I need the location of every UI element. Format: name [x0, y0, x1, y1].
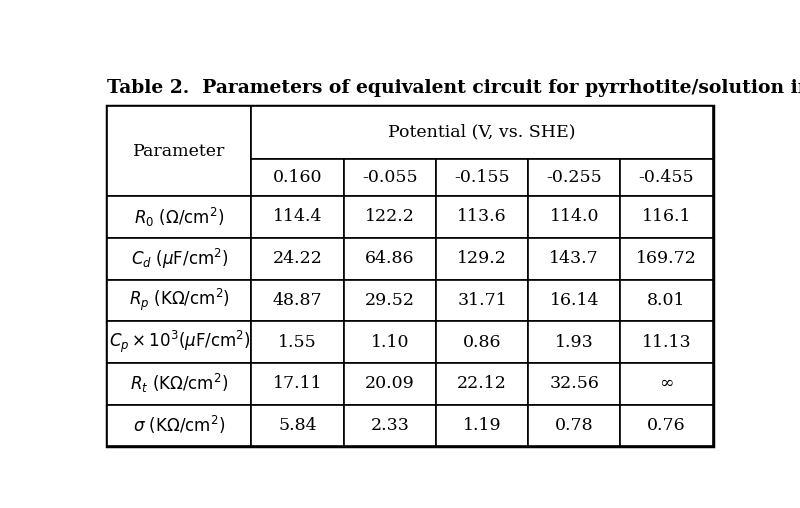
Bar: [344, 363, 436, 404]
Bar: [528, 158, 620, 196]
Bar: [344, 196, 436, 238]
Text: 0.78: 0.78: [555, 417, 594, 434]
Text: ∞: ∞: [659, 375, 674, 392]
Text: 0.160: 0.160: [273, 169, 322, 186]
Bar: [251, 196, 344, 238]
Bar: [107, 106, 713, 446]
Text: -0.455: -0.455: [638, 169, 694, 186]
Bar: [251, 238, 344, 279]
Text: 1.93: 1.93: [555, 334, 594, 351]
Text: 31.71: 31.71: [457, 292, 507, 309]
Text: $C_p \times 10^3(\mu\mathrm{F}/\mathrm{cm}^2)$: $C_p \times 10^3(\mu\mathrm{F}/\mathrm{c…: [109, 329, 250, 355]
Text: 11.13: 11.13: [642, 334, 691, 351]
Bar: [344, 238, 436, 279]
Bar: [251, 321, 344, 363]
Bar: [620, 404, 713, 446]
Text: 129.2: 129.2: [457, 250, 507, 267]
Text: -0.155: -0.155: [454, 169, 510, 186]
Text: 20.09: 20.09: [365, 375, 414, 392]
Bar: [436, 279, 528, 321]
Text: $C_d\ (\mu\mathrm{F}/\mathrm{cm}^2)$: $C_d\ (\mu\mathrm{F}/\mathrm{cm}^2)$: [130, 246, 228, 271]
Text: 24.22: 24.22: [273, 250, 322, 267]
Bar: [251, 279, 344, 321]
Text: 48.87: 48.87: [273, 292, 322, 309]
Text: 116.1: 116.1: [642, 208, 691, 226]
Bar: [436, 363, 528, 404]
Bar: [251, 106, 713, 158]
Bar: [110, 108, 710, 444]
Bar: [436, 321, 528, 363]
Text: 64.86: 64.86: [365, 250, 414, 267]
Bar: [620, 158, 713, 196]
Bar: [528, 279, 620, 321]
Bar: [344, 279, 436, 321]
Text: 114.0: 114.0: [550, 208, 599, 226]
Bar: [620, 279, 713, 321]
Text: 113.6: 113.6: [457, 208, 507, 226]
Bar: [620, 363, 713, 404]
Bar: [107, 196, 251, 238]
Text: $R_0\ (\Omega/\mathrm{cm}^2)$: $R_0\ (\Omega/\mathrm{cm}^2)$: [134, 205, 225, 229]
Bar: [436, 196, 528, 238]
Text: $\sigma\ (\mathrm{K}\Omega/\mathrm{cm}^2)$: $\sigma\ (\mathrm{K}\Omega/\mathrm{cm}^2…: [134, 415, 226, 436]
Bar: [436, 404, 528, 446]
Bar: [344, 321, 436, 363]
Bar: [251, 363, 344, 404]
Bar: [344, 404, 436, 446]
Text: 0.86: 0.86: [462, 334, 502, 351]
Bar: [107, 363, 251, 404]
Bar: [251, 404, 344, 446]
Bar: [528, 321, 620, 363]
Text: -0.055: -0.055: [362, 169, 418, 186]
Text: 32.56: 32.56: [550, 375, 599, 392]
Text: 8.01: 8.01: [647, 292, 686, 309]
Bar: [528, 196, 620, 238]
Text: 0.76: 0.76: [647, 417, 686, 434]
Text: 143.7: 143.7: [550, 250, 599, 267]
Bar: [528, 238, 620, 279]
Text: Parameter: Parameter: [134, 143, 226, 160]
Bar: [436, 238, 528, 279]
Bar: [620, 321, 713, 363]
Text: 2.33: 2.33: [370, 417, 410, 434]
Text: -0.255: -0.255: [546, 169, 602, 186]
Bar: [107, 238, 251, 279]
Bar: [528, 404, 620, 446]
Text: 5.84: 5.84: [278, 417, 317, 434]
Text: 17.11: 17.11: [273, 375, 322, 392]
Text: 122.2: 122.2: [365, 208, 414, 226]
Bar: [107, 321, 251, 363]
Bar: [344, 158, 436, 196]
Bar: [107, 106, 251, 196]
Bar: [251, 158, 344, 196]
Bar: [620, 238, 713, 279]
Text: 1.55: 1.55: [278, 334, 317, 351]
Bar: [436, 158, 528, 196]
Bar: [107, 279, 251, 321]
Text: 29.52: 29.52: [365, 292, 414, 309]
Bar: [107, 404, 251, 446]
Text: $R_p\ (\mathrm{K}\Omega/\mathrm{cm}^2)$: $R_p\ (\mathrm{K}\Omega/\mathrm{cm}^2)$: [129, 287, 230, 313]
Text: Table 2.  Parameters of equivalent circuit for pyrrhotite/solution interface: Table 2. Parameters of equivalent circui…: [107, 79, 800, 97]
Text: 1.19: 1.19: [462, 417, 502, 434]
Bar: [528, 363, 620, 404]
Text: Potential (V, vs. SHE): Potential (V, vs. SHE): [388, 124, 576, 141]
Text: 169.72: 169.72: [636, 250, 697, 267]
Bar: [620, 196, 713, 238]
Text: 1.10: 1.10: [370, 334, 409, 351]
Text: 114.4: 114.4: [273, 208, 322, 226]
Text: 22.12: 22.12: [457, 375, 507, 392]
Text: 16.14: 16.14: [550, 292, 599, 309]
Text: $R_t\ (\mathrm{K}\Omega/\mathrm{cm}^2)$: $R_t\ (\mathrm{K}\Omega/\mathrm{cm}^2)$: [130, 372, 229, 395]
